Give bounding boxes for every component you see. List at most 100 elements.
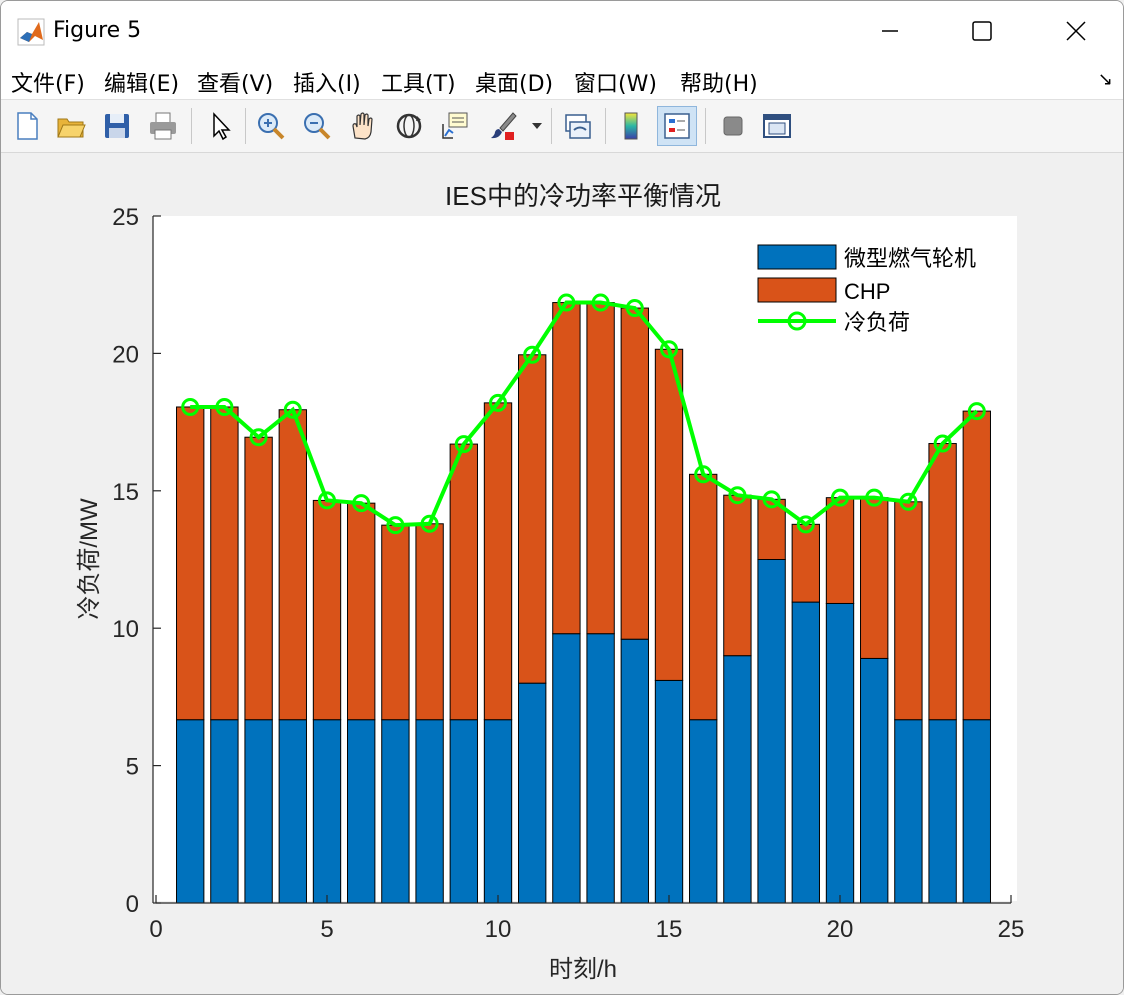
pointer-icon	[213, 112, 231, 141]
bar-mt	[757, 559, 786, 904]
bar-chp	[381, 524, 410, 721]
load-point	[762, 490, 781, 509]
data-cursor-icon	[442, 112, 468, 139]
legend-label-load: 冷负荷	[844, 310, 910, 335]
bar-chp	[552, 302, 581, 635]
bar-mt	[312, 719, 342, 904]
bar-chp	[894, 501, 923, 721]
zoom-out-button[interactable]	[297, 106, 337, 146]
dock-button[interactable]	[757, 106, 797, 146]
rotate-3d-button[interactable]	[389, 106, 429, 146]
bar-chp	[825, 497, 855, 604]
legend-marker-load	[787, 311, 807, 331]
menu-window[interactable]: 窗口(W)	[574, 72, 657, 97]
maximize-button[interactable]	[959, 9, 1005, 53]
bar-chp	[586, 302, 615, 635]
bar-chp	[620, 307, 649, 640]
minimize-button[interactable]	[867, 9, 913, 53]
rotate-3d-icon	[396, 113, 422, 139]
bar-chp	[689, 473, 718, 721]
legend-swatch-chp	[757, 277, 837, 303]
load-point	[831, 488, 849, 507]
chart-svg: 0 5 10 15 20 25 0 5 10 15 20 25 IES中的冷功率平衡情况 时刻/h 冷…	[76, 181, 1024, 983]
close-button[interactable]	[1053, 9, 1099, 53]
bar-mt	[552, 633, 581, 904]
y-tick-label: 10	[112, 616, 139, 643]
bar-chp	[312, 499, 342, 721]
window-title: Figure 5	[53, 18, 142, 43]
legend[interactable]: 微型燃气轮机 CHP 冷负荷	[757, 244, 976, 335]
colorbar-icon	[624, 112, 638, 140]
print-button[interactable]	[143, 106, 183, 146]
bar-chp	[244, 436, 273, 721]
zoom-in-button[interactable]	[251, 106, 291, 146]
load-point	[386, 516, 405, 535]
menu-help[interactable]: 帮助(H)	[680, 72, 758, 97]
menu-insert[interactable]: 插入(I)	[293, 72, 361, 97]
bar-mt	[928, 719, 957, 904]
open-file-button[interactable]	[51, 106, 91, 146]
legend-label-chp: CHP	[844, 279, 890, 304]
bar-chp	[449, 443, 478, 721]
bar-mt	[586, 633, 615, 904]
toolbar-separator	[705, 108, 706, 144]
bar-mt	[518, 682, 547, 904]
link-plot-button[interactable]	[557, 106, 597, 146]
bar-mt	[244, 719, 273, 904]
toolbar-separator	[245, 108, 246, 144]
pan-icon	[352, 112, 373, 140]
menu-tools[interactable]: 工具(T)	[381, 72, 456, 97]
legend-button[interactable]	[657, 106, 697, 146]
menu-file[interactable]: 文件(F)	[11, 72, 85, 97]
x-axis-label: 时刻/h	[549, 956, 617, 983]
bar-chp	[415, 523, 444, 721]
load-point	[899, 492, 918, 511]
load-point	[215, 397, 234, 416]
load-point	[181, 397, 200, 416]
toolbar-separator	[605, 108, 606, 144]
bar-chp	[962, 410, 991, 721]
pan-button[interactable]	[343, 106, 383, 146]
bar-chp	[860, 497, 889, 659]
hide-tools-button[interactable]	[713, 106, 753, 146]
matlab-logo-icon	[17, 18, 45, 46]
figure-canvas: 0 5 10 15 20 25 0 5 10 15 20 25 IES中的冷功率平衡情况 时刻/h 冷…	[1, 153, 1123, 994]
load-point	[591, 293, 610, 312]
menu-desktop[interactable]: 桌面(D)	[475, 72, 554, 97]
load-point	[625, 299, 644, 318]
load-point	[352, 494, 371, 513]
zoom-out-icon	[304, 113, 331, 140]
menu-edit[interactable]: 编辑(E)	[104, 72, 180, 97]
bar-chp	[791, 523, 820, 603]
x-tick-label: 10	[485, 916, 512, 943]
bar-chp	[210, 406, 239, 721]
bar-mt	[654, 679, 684, 904]
load-point	[523, 345, 542, 364]
hide-tools-icon	[723, 116, 743, 136]
new-figure-icon	[17, 112, 38, 140]
menu-view[interactable]: 查看(V)	[197, 72, 274, 97]
bar-mt	[415, 719, 444, 904]
bar-mt	[689, 719, 718, 904]
x-tick-label: 20	[827, 916, 854, 943]
new-figure-button[interactable]	[7, 106, 47, 146]
bar-chp	[347, 502, 376, 721]
dock-arrow-icon[interactable]: ↘	[1097, 69, 1113, 90]
brush-dropdown[interactable]	[527, 106, 547, 146]
load-point	[489, 393, 507, 412]
data-cursor-button[interactable]	[435, 106, 475, 146]
load-point	[728, 486, 747, 505]
title-bar: Figure 5	[1, 1, 1123, 61]
colorbar-button[interactable]	[611, 106, 651, 146]
y-axis-label: 冷负荷/MW	[76, 498, 103, 620]
brush-button[interactable]	[483, 106, 523, 146]
bar-mt	[483, 719, 513, 904]
load-point	[283, 400, 302, 419]
load-point	[660, 340, 678, 359]
minimize-icon	[882, 30, 898, 32]
save-button[interactable]	[97, 106, 137, 146]
legend-label-mt: 微型燃气轮机	[844, 246, 976, 271]
bar-chp	[654, 348, 684, 681]
pointer-button[interactable]	[199, 106, 239, 146]
